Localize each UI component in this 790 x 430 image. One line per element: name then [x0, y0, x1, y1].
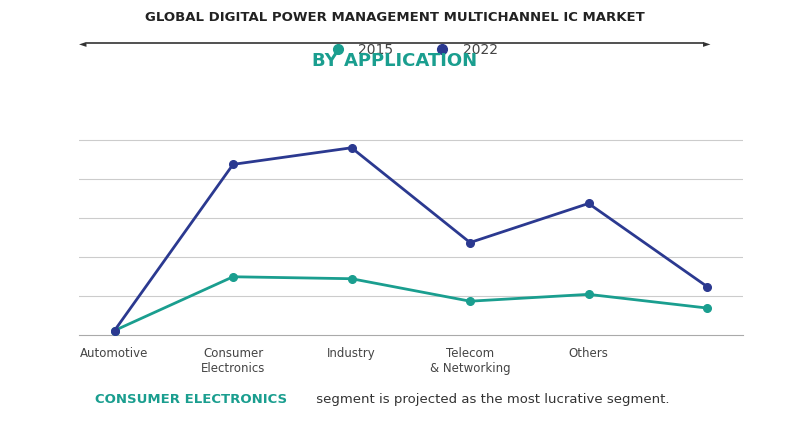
Text: ◄: ◄ — [80, 38, 87, 48]
Text: ►: ► — [703, 38, 710, 48]
Text: GLOBAL DIGITAL POWER MANAGEMENT MULTICHANNEL IC MARKET: GLOBAL DIGITAL POWER MANAGEMENT MULTICHA… — [145, 11, 645, 24]
Text: CONSUMER ELECTRONICS: CONSUMER ELECTRONICS — [95, 393, 287, 406]
Text: segment is projected as the most lucrative segment.: segment is projected as the most lucrati… — [312, 393, 670, 406]
Text: BY APPLICATION: BY APPLICATION — [312, 52, 478, 70]
Legend: 2015, 2022: 2015, 2022 — [318, 37, 503, 62]
